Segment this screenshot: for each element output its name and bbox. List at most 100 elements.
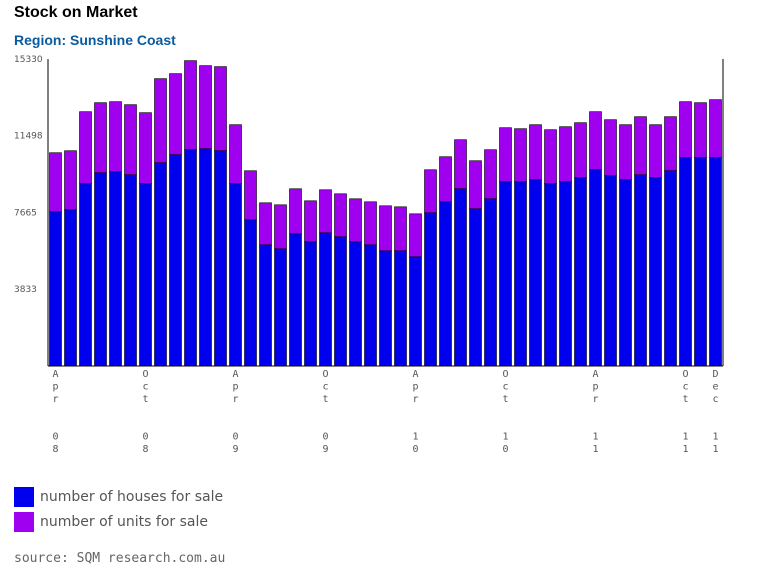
- bar-units: [424, 169, 437, 214]
- bar-houses: [124, 174, 137, 367]
- bar-houses: [499, 181, 512, 367]
- bar-units: [709, 99, 722, 159]
- bar-houses: [604, 175, 617, 367]
- bar-units: [259, 202, 272, 246]
- bar-houses: [394, 250, 407, 367]
- source-note: source: SQM research.com.au: [14, 551, 226, 566]
- bar-units: [289, 188, 302, 235]
- bar-houses: [484, 198, 497, 367]
- bar-houses: [634, 174, 647, 367]
- bar-units: [229, 124, 242, 185]
- bar-houses: [139, 183, 152, 367]
- bar-units: [484, 149, 497, 200]
- bar-houses: [229, 183, 242, 367]
- bar-houses: [664, 170, 677, 367]
- bar-units: [109, 101, 122, 173]
- legend-label-houses: number of houses for sale: [40, 489, 224, 505]
- bar-units: [679, 101, 692, 159]
- bar-houses: [409, 256, 422, 367]
- bar-units: [529, 124, 542, 181]
- bar-units: [649, 124, 662, 179]
- bar-houses: [574, 177, 587, 367]
- bar-houses: [544, 183, 557, 367]
- bar-units: [619, 124, 632, 181]
- bar-units: [184, 60, 197, 151]
- bar-units: [349, 198, 362, 243]
- bar-houses: [349, 241, 362, 367]
- bar-houses: [304, 241, 317, 367]
- bar-units: [274, 204, 287, 250]
- bar-houses: [469, 208, 482, 367]
- bar-units: [469, 160, 482, 210]
- bar-houses: [559, 181, 572, 367]
- bar-units: [559, 126, 572, 183]
- bar-houses: [49, 211, 62, 367]
- bar-units: [664, 116, 677, 172]
- bar-units: [49, 152, 62, 213]
- legend-swatch-houses: [14, 487, 34, 507]
- bar-units: [544, 129, 557, 185]
- bar-houses: [589, 169, 602, 367]
- bar-houses: [619, 179, 632, 367]
- bar-houses: [679, 157, 692, 367]
- bar-units: [379, 205, 392, 252]
- bar-houses: [514, 181, 527, 367]
- bar-units: [454, 139, 467, 190]
- bar-houses: [709, 157, 722, 367]
- bar-houses: [154, 162, 167, 367]
- bar-houses: [109, 171, 122, 367]
- bar-houses: [379, 250, 392, 367]
- bar-units: [604, 119, 617, 177]
- bar-units: [214, 66, 227, 152]
- bar-houses: [244, 219, 257, 367]
- bar-houses: [364, 244, 377, 367]
- bar-units: [334, 193, 347, 238]
- y-tick-label: 11498: [14, 132, 43, 142]
- bar-units: [79, 111, 92, 185]
- bar-units: [319, 189, 332, 234]
- bar-units: [199, 65, 212, 150]
- bar-houses: [259, 244, 272, 367]
- bar-units: [439, 156, 452, 203]
- bar-units: [694, 102, 707, 159]
- legend-swatch-units: [14, 512, 34, 532]
- y-tick-label: 7665: [14, 209, 37, 219]
- bar-houses: [214, 150, 227, 367]
- bar-units: [634, 116, 647, 176]
- bar-houses: [649, 177, 662, 367]
- bar-houses: [289, 233, 302, 367]
- bar-units: [574, 122, 587, 179]
- bar-houses: [94, 172, 107, 367]
- bar-houses: [424, 212, 437, 367]
- bar-units: [94, 102, 107, 174]
- legend-item-houses: number of houses for sale: [14, 487, 223, 507]
- bar-houses: [439, 201, 452, 367]
- legend-label-units: number of units for sale: [40, 514, 208, 530]
- bar-units: [589, 111, 602, 171]
- bar-units: [364, 201, 377, 246]
- legend-item-units: number of units for sale: [14, 512, 208, 532]
- bar-units: [514, 128, 527, 183]
- bar-houses: [64, 209, 77, 367]
- bar-houses: [454, 188, 467, 367]
- chart-title: Stock on Market: [14, 4, 138, 21]
- bar-units: [499, 127, 512, 183]
- bar-houses: [529, 179, 542, 367]
- bar-houses: [274, 248, 287, 367]
- bar-houses: [199, 148, 212, 367]
- bar-houses: [169, 154, 182, 367]
- bar-units: [394, 206, 407, 252]
- bar-units: [304, 200, 317, 243]
- y-tick-label: 3833: [14, 285, 37, 295]
- bar-units: [169, 73, 182, 156]
- bar-units: [409, 213, 422, 258]
- bar-units: [139, 112, 152, 185]
